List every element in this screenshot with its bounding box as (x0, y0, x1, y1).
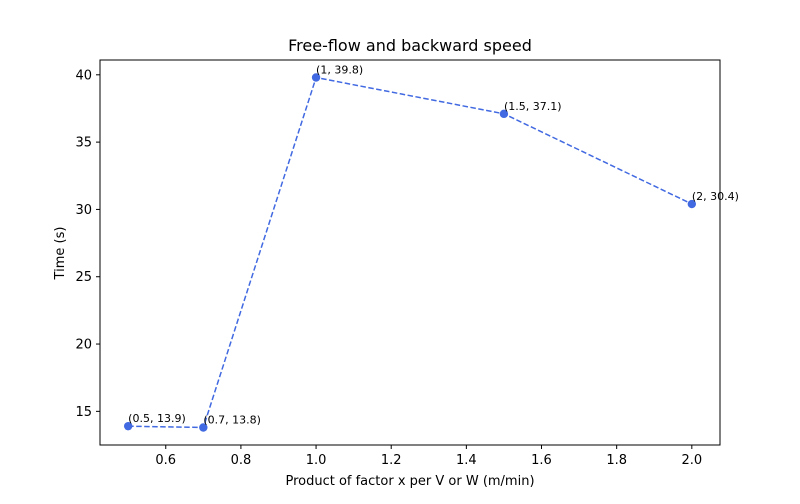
data-point (199, 423, 208, 432)
y-tick-label: 15 (75, 405, 92, 420)
y-tick-label: 30 (75, 203, 92, 218)
x-tick-label: 1.0 (306, 453, 327, 468)
x-tick-label: 1.2 (381, 453, 402, 468)
y-tick-label: 35 (75, 136, 92, 151)
data-label: (1, 39.8) (316, 64, 363, 77)
x-tick-label: 0.8 (231, 453, 252, 468)
x-tick-label: 1.6 (531, 453, 552, 468)
data-label: (1.5, 37.1) (504, 100, 562, 113)
data-point (499, 109, 509, 119)
y-tick-label: 25 (75, 270, 92, 285)
y-tick-label: 20 (75, 338, 92, 353)
y-tick-label: 40 (75, 68, 92, 83)
x-tick-label: 2.0 (681, 453, 702, 468)
data-label: (2, 30.4) (692, 190, 739, 203)
data-point (311, 73, 321, 82)
data-point (123, 421, 133, 431)
plot-area: 0.6 0.8 1.0 1.2 1.4 1.6 1.8 2.0 15 20 25 30 35 40 (0.5… (75, 59, 739, 468)
data-label: (0.7, 13.8) (203, 414, 261, 427)
x-tick-label: 0.6 (155, 453, 176, 468)
data-label: (0.5, 13.9) (128, 412, 186, 425)
chart-title: Free-flow and backward speed (288, 36, 532, 55)
axes-frame (99, 59, 721, 446)
data-point (687, 199, 697, 209)
x-tick-label: 1.4 (456, 453, 477, 468)
series-line (128, 76, 693, 429)
x-tick-label: 1.8 (606, 453, 627, 468)
y-axis-label: Time (s) (53, 227, 68, 281)
x-axis-label: Product of factor x per V or W (m/min) (285, 474, 534, 489)
